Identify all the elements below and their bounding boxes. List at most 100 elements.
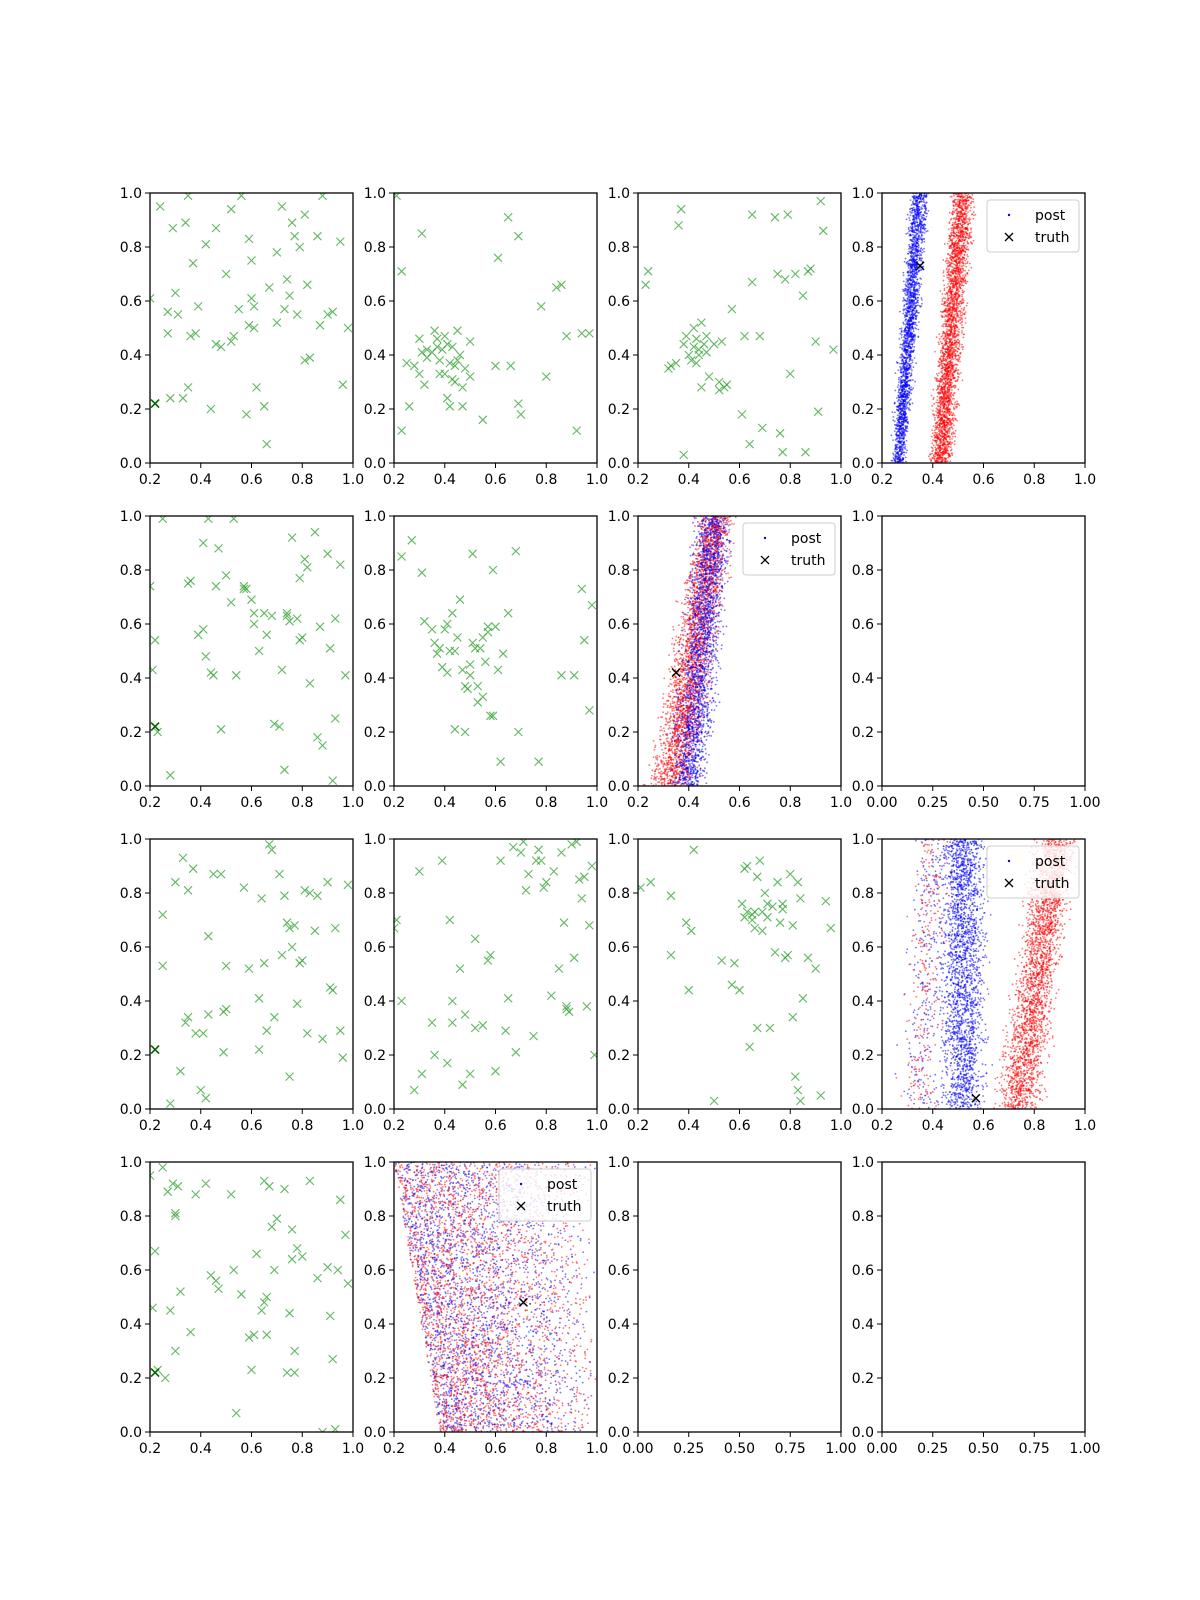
posterior-sample [962,326,965,329]
observation-point [206,404,216,414]
posterior-sample [902,296,905,299]
posterior-sample [948,435,951,438]
posterior-sample [953,237,955,239]
posterior-sample [951,349,953,352]
posterior-sample [909,335,912,337]
posterior-sample [943,332,946,335]
posterior-sample [953,398,955,400]
observation-point [168,223,178,233]
posterior-sample [965,214,968,217]
posterior-sample [969,222,972,224]
posterior-sample [956,286,959,289]
posterior-sample [961,240,963,243]
posterior-sample [959,258,962,261]
observation-point [783,210,793,219]
posterior-sample [905,308,908,311]
posterior-sample [937,341,940,344]
posterior-sample [916,311,919,314]
posterior-sample [902,309,905,312]
posterior-sample [955,317,957,320]
posterior-sample [940,360,943,363]
posterior-sample [954,370,956,373]
posterior-sample [943,302,946,305]
x-tick-label: 0.6 [728,472,750,488]
posterior-sample [953,285,956,288]
posterior-sample [953,330,956,333]
posterior-sample [919,211,922,214]
posterior-sample [942,355,944,358]
posterior-sample [920,254,922,257]
posterior-sample [920,231,923,234]
x-tick-label: 0.8 [535,472,557,488]
observation-point [813,407,823,417]
posterior-sample [906,299,909,302]
observation-point [686,356,696,365]
posterior-sample [956,350,959,353]
posterior-sample [963,218,966,220]
posterior-sample [953,283,956,286]
posterior-sample [968,232,971,234]
posterior-sample [947,363,950,366]
posterior-sample [954,380,957,383]
posterior-sample [951,221,954,224]
posterior-sample [893,402,896,405]
posterior-sample [958,250,960,253]
posterior-sample [904,359,907,362]
observation-point [259,401,269,411]
posterior-sample [960,218,963,221]
posterior-sample [956,292,958,295]
observation-point [775,428,785,438]
posterior-sample [941,293,944,295]
posterior-sample [943,284,946,287]
observation-point [226,337,236,346]
posterior-sample [949,351,952,354]
posterior-sample [902,432,905,435]
posterior-sample [951,250,954,252]
posterior-sample [965,248,968,251]
observation-point [445,401,455,411]
posterior-sample [938,436,940,439]
posterior-sample [904,419,907,422]
posterior-sample [951,417,954,420]
posterior-sample [941,456,944,459]
posterior-sample [916,225,919,227]
posterior-sample [946,295,949,297]
observation-point [572,426,582,435]
posterior-sample [906,293,909,295]
posterior-sample [909,320,912,323]
posterior-sample [947,303,950,305]
x-tick-label: 1.0 [586,472,608,488]
posterior-sample [902,312,905,315]
posterior-sample [904,287,907,290]
posterior-sample [948,234,951,237]
posterior-sample [910,250,912,253]
posterior-sample [959,206,962,209]
posterior-sample [907,286,910,289]
posterior-sample [894,444,897,447]
posterior-sample [952,217,955,220]
posterior-sample [910,204,913,207]
posterior-sample [899,343,902,346]
observation-point [191,329,201,338]
posterior-sample [905,369,907,372]
posterior-sample [944,391,947,394]
posterior-sample [912,231,915,233]
posterior-sample [948,276,951,279]
posterior-sample [953,309,956,312]
posterior-sample [912,214,915,217]
posterior-sample [935,414,938,417]
posterior-sample [944,318,947,321]
posterior-sample [955,247,958,249]
observation-point [702,347,711,357]
posterior-sample [946,276,949,279]
posterior-sample [949,245,952,247]
posterior-sample [892,439,894,442]
posterior-sample [914,252,917,255]
posterior-sample [903,416,906,419]
posterior-sample [937,435,939,437]
posterior-sample [904,427,907,430]
posterior-sample [932,409,934,412]
observation-point [242,410,251,419]
posterior-sample [918,208,921,211]
posterior-sample [947,456,949,459]
